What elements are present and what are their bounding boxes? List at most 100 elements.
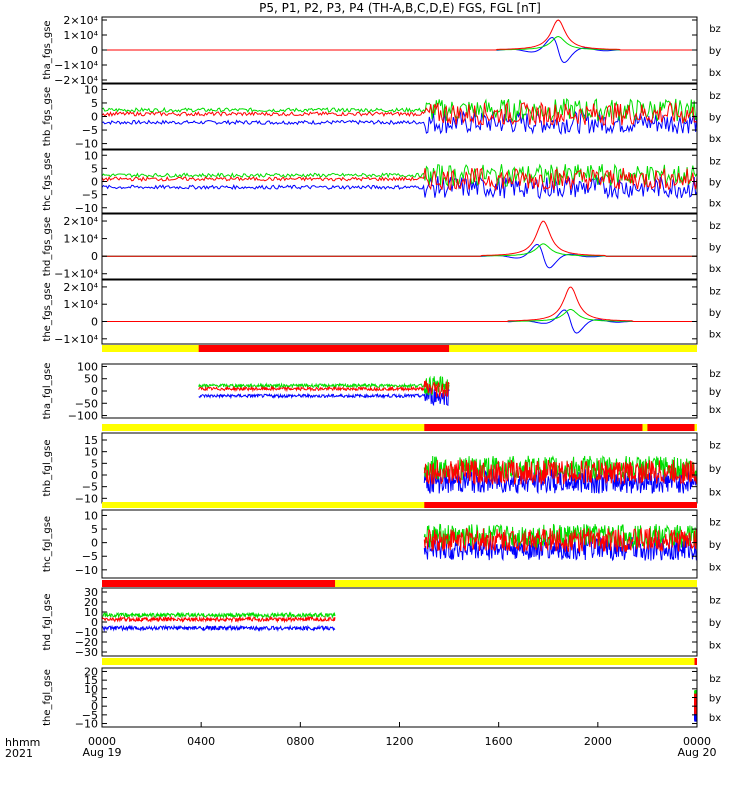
y-axis-label: tha_fgl_gse: [42, 363, 53, 420]
legend-by: by: [709, 387, 721, 398]
y-tick-label: 15: [84, 434, 98, 447]
series-line-bz: [102, 167, 697, 192]
y-axis-label: thc_fgs_gse: [42, 152, 53, 211]
flag-bar-the_fgl_gse: [102, 658, 697, 665]
y-tick-label: −2×10⁴: [54, 74, 98, 87]
panel-frame: [101, 509, 698, 579]
flag-bar-thd_fgl_gse: [102, 580, 697, 587]
y-tick-label: −5: [82, 481, 98, 494]
series-line-bx: [102, 174, 697, 200]
legend-bz: bz: [709, 595, 721, 606]
y-tick-label: 0: [91, 700, 98, 713]
panel-frame: [101, 149, 698, 214]
legend-bz: bz: [709, 24, 721, 35]
panel-frame: [101, 363, 698, 419]
series-group: [423, 523, 697, 562]
y-tick-label: −1×10⁴: [54, 59, 98, 72]
series-line-by: [102, 243, 697, 257]
y-tick-label: 20: [84, 596, 98, 609]
flag-segment: [694, 658, 697, 665]
x-date-label: Aug 20: [678, 746, 717, 759]
series-line-by: [102, 98, 697, 123]
flag-segment: [102, 580, 336, 587]
y-tick-label: 0: [91, 385, 98, 398]
y-axis-label: thc_fgl_gse: [42, 516, 53, 572]
y-tick-label: −100: [68, 410, 98, 423]
legend-by: by: [709, 113, 721, 124]
y-axis-label: the_fgs_gse: [42, 282, 53, 341]
y-tick-label: 2×10⁴: [63, 215, 98, 228]
series-line-by: [102, 163, 697, 187]
y-tick-label: 0: [91, 111, 98, 124]
y-tick-label: 0: [91, 469, 98, 482]
series-group: [102, 19, 697, 64]
y-tick-label: −1×10⁴: [54, 268, 98, 281]
flag-bar-thb_fgl_gse: [102, 424, 697, 431]
y-tick-label: 0: [91, 316, 98, 329]
y-tick-label: −50: [75, 397, 98, 410]
y-tick-label: −30: [75, 646, 98, 659]
legend-bx: bx: [709, 641, 721, 652]
panel-frame: [101, 213, 698, 280]
y-tick-label: −10: [75, 202, 98, 215]
x-row-label-year: 2021: [5, 747, 33, 760]
legend-by: by: [709, 46, 721, 57]
series-line-bz: [102, 101, 697, 127]
y-tick-label: −20: [75, 636, 98, 649]
x-tick-label: 2000: [584, 735, 612, 748]
legend-bx: bx: [709, 68, 721, 79]
legend-bz: bz: [709, 674, 721, 685]
flag-bar-thc_fgl_gse: [102, 502, 697, 508]
y-tick-label: −5: [82, 709, 98, 722]
y-tick-label: 0: [91, 250, 98, 263]
y-tick-label: 2×10⁴: [63, 14, 98, 27]
legend-bx: bx: [709, 713, 721, 724]
y-tick-label: −1×10⁴: [54, 333, 98, 346]
y-tick-label: 50: [84, 373, 98, 386]
legend-bx: bx: [709, 199, 721, 210]
legend-bx: bx: [709, 405, 721, 416]
series-line-bz: [198, 379, 450, 398]
legend-bx: bx: [709, 134, 721, 145]
legend-by: by: [709, 618, 721, 629]
y-tick-label: −5: [82, 189, 98, 202]
x-tick-label: 1200: [386, 735, 414, 748]
legend-bz: bz: [709, 369, 721, 380]
y-tick-label: 100: [77, 360, 98, 373]
y-tick-label: 30: [84, 586, 98, 599]
series-group: [102, 163, 697, 200]
series-line-bz: [102, 220, 697, 257]
y-tick-label: 1×10⁴: [63, 298, 98, 311]
legend-bz: bz: [709, 287, 721, 298]
y-tick-label: 2×10⁴: [63, 281, 98, 294]
legend-bz: bz: [709, 157, 721, 168]
series-line-by: [198, 375, 450, 396]
legend-by: by: [709, 464, 721, 475]
series-group: [423, 455, 697, 495]
legend-by: by: [709, 308, 721, 319]
y-tick-label: −10: [75, 564, 98, 577]
panel-frame: [101, 587, 698, 657]
flag-segment: [424, 424, 643, 431]
legend-bz: bz: [709, 517, 721, 528]
legend-by: by: [709, 243, 721, 254]
y-tick-label: 5: [91, 162, 98, 175]
y-tick-label: −5: [82, 550, 98, 563]
y-axis-label: thb_fgl_gse: [42, 440, 53, 497]
series-line-by: [102, 35, 697, 51]
series-group: [102, 98, 697, 136]
y-tick-label: 10: [84, 606, 98, 619]
y-axis-label: the_fgl_gse: [42, 669, 53, 726]
x-tick-label: 0400: [187, 735, 215, 748]
series-line-by: [102, 611, 336, 620]
y-tick-label: 0: [91, 44, 98, 57]
legend-by: by: [709, 178, 721, 189]
